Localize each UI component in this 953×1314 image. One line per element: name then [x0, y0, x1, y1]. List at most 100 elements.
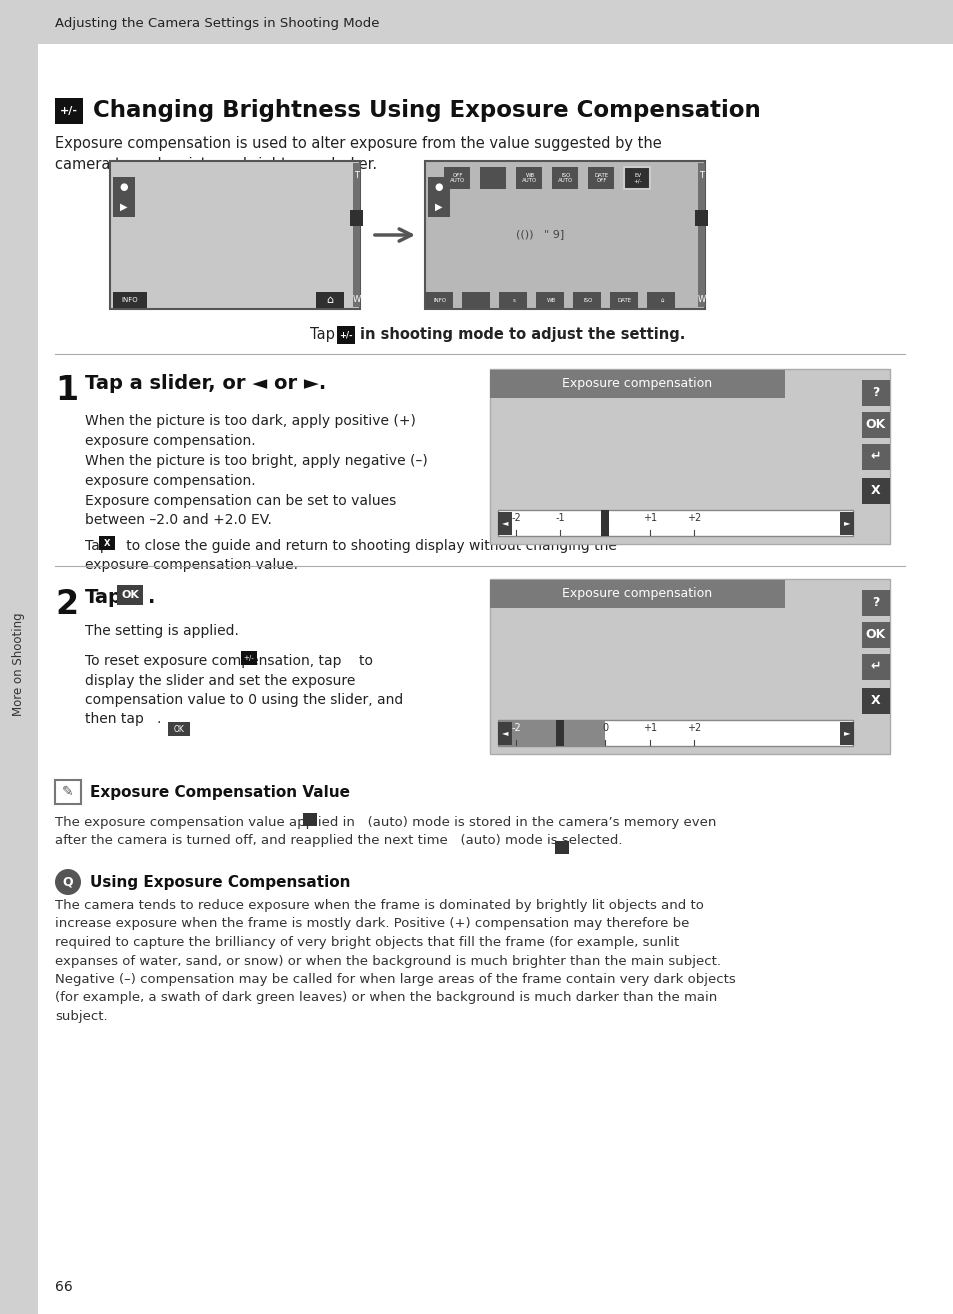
- Text: W: W: [353, 294, 361, 304]
- Bar: [600, 510, 608, 536]
- Bar: [862, 689, 889, 714]
- Text: (())   " 9]: (()) " 9]: [516, 229, 563, 239]
- Bar: [168, 721, 190, 736]
- Text: To reset exposure compensation, tap    to
display the slider and set the exposur: To reset exposure compensation, tap to d…: [85, 654, 403, 727]
- Text: +2: +2: [686, 512, 700, 523]
- Bar: [55, 781, 81, 804]
- Text: WB
AUTO: WB AUTO: [522, 172, 537, 184]
- Bar: [490, 579, 784, 608]
- Text: X: X: [870, 485, 880, 498]
- Bar: [552, 167, 578, 189]
- Bar: [353, 163, 359, 307]
- Bar: [497, 720, 852, 746]
- Text: INFO: INFO: [433, 297, 446, 302]
- Text: ◄: ◄: [501, 728, 508, 737]
- Bar: [117, 585, 143, 604]
- Bar: [461, 292, 490, 307]
- Bar: [646, 292, 675, 307]
- Bar: [497, 721, 512, 745]
- Text: Exposure compensation can be set to values
between –2.0 and +2.0 EV.: Exposure compensation can be set to valu…: [85, 494, 395, 527]
- Text: +/-: +/-: [60, 106, 78, 116]
- Text: W: W: [698, 294, 705, 304]
- Text: OK: OK: [865, 628, 885, 641]
- Text: +/-: +/-: [243, 654, 254, 661]
- Bar: [498, 292, 526, 307]
- Bar: [350, 210, 363, 226]
- Text: 0: 0: [601, 512, 607, 523]
- Text: ✎: ✎: [62, 784, 73, 799]
- Text: -2: -2: [511, 723, 520, 733]
- Circle shape: [55, 869, 81, 895]
- Text: More on Shooting: More on Shooting: [12, 612, 26, 716]
- Text: Q: Q: [63, 875, 73, 888]
- Text: in shooting mode to adjust the setting.: in shooting mode to adjust the setting.: [359, 326, 684, 342]
- Text: ↵: ↵: [870, 451, 881, 464]
- Bar: [862, 654, 889, 681]
- Text: +1: +1: [642, 723, 657, 733]
- Text: ●: ●: [435, 183, 443, 192]
- FancyArrowPatch shape: [375, 229, 411, 240]
- Text: The exposure compensation value applied in   (auto) mode is stored in the camera: The exposure compensation value applied …: [55, 816, 716, 848]
- Bar: [443, 167, 470, 189]
- Bar: [497, 512, 512, 535]
- Text: DATE
OFF: DATE OFF: [595, 172, 608, 184]
- Bar: [573, 292, 600, 307]
- Bar: [490, 371, 784, 398]
- Text: s: s: [512, 297, 515, 302]
- Bar: [428, 177, 450, 197]
- Bar: [0, 0, 953, 43]
- Bar: [110, 162, 359, 309]
- Text: ◄: ◄: [501, 519, 508, 527]
- Text: ▶: ▶: [435, 202, 442, 212]
- Text: ISO: ISO: [582, 297, 592, 302]
- Bar: [862, 444, 889, 470]
- Bar: [840, 512, 853, 535]
- Text: T: T: [699, 172, 703, 180]
- Bar: [862, 380, 889, 406]
- Bar: [516, 167, 541, 189]
- Bar: [241, 650, 256, 665]
- Text: ISO
AUTO: ISO AUTO: [558, 172, 573, 184]
- Bar: [695, 210, 707, 226]
- Bar: [862, 478, 889, 505]
- Text: The camera tends to reduce exposure when the frame is dominated by brightly lit : The camera tends to reduce exposure when…: [55, 899, 735, 1024]
- Bar: [112, 177, 135, 197]
- Text: ↵: ↵: [870, 661, 881, 674]
- Bar: [862, 622, 889, 648]
- Text: X: X: [104, 539, 111, 548]
- Bar: [536, 292, 563, 307]
- Bar: [556, 720, 563, 746]
- Text: X: X: [870, 695, 880, 707]
- Text: .: .: [148, 587, 155, 607]
- Bar: [555, 841, 568, 854]
- Text: DATE: DATE: [618, 297, 632, 302]
- Text: 0: 0: [601, 723, 607, 733]
- Text: ⌂: ⌂: [326, 296, 334, 305]
- Bar: [99, 536, 115, 551]
- Bar: [609, 292, 638, 307]
- Text: OK: OK: [173, 724, 184, 733]
- Text: 1: 1: [55, 374, 78, 407]
- Text: Using Exposure Compensation: Using Exposure Compensation: [90, 875, 350, 890]
- Text: -1: -1: [555, 512, 564, 523]
- Text: WB: WB: [546, 297, 555, 302]
- Text: INFO: INFO: [122, 297, 138, 304]
- Bar: [490, 579, 889, 754]
- Text: T: T: [355, 172, 359, 180]
- Text: Tap a slider, or ◄ or ►.: Tap a slider, or ◄ or ►.: [85, 374, 326, 393]
- Bar: [862, 590, 889, 616]
- Text: Tap: Tap: [85, 587, 123, 607]
- Text: Exposure compensation: Exposure compensation: [561, 377, 711, 390]
- Text: +1: +1: [642, 512, 657, 523]
- Bar: [698, 163, 704, 307]
- Bar: [336, 326, 355, 344]
- Bar: [428, 197, 450, 217]
- Bar: [497, 720, 604, 746]
- Text: Tap: Tap: [310, 326, 335, 342]
- Text: ?: ?: [871, 597, 879, 610]
- Text: Exposure compensation: Exposure compensation: [561, 587, 711, 600]
- Bar: [497, 510, 852, 536]
- Bar: [623, 167, 649, 189]
- Text: OK: OK: [121, 590, 139, 600]
- Text: -1: -1: [555, 723, 564, 733]
